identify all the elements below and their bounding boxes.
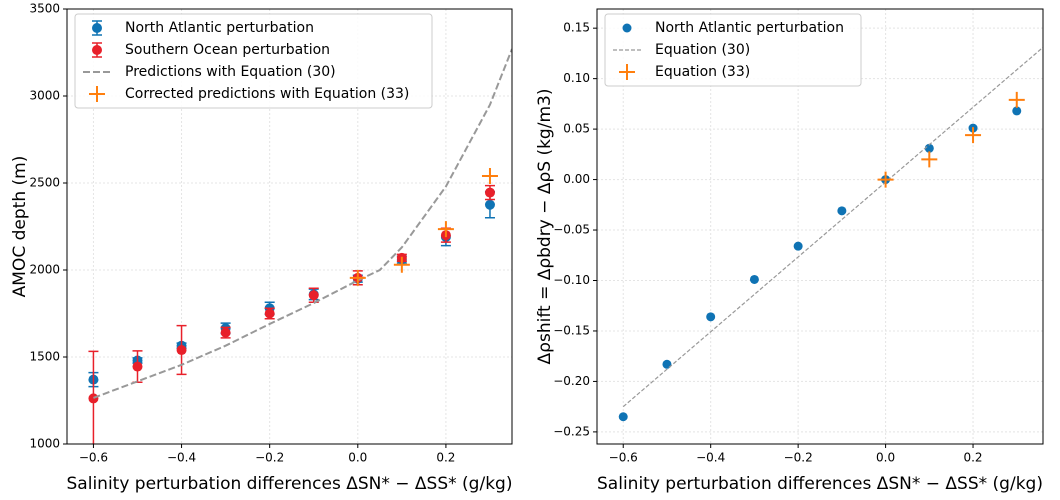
subplot: −0.6 −0.4 −0.2 0.0 0.2 −0.25 −0.20 −0.15 −0.10 −0…	[535, 8, 1044, 494]
legend-label: Predictions with Equation (30)	[125, 64, 336, 80]
point	[1012, 106, 1022, 116]
point	[749, 274, 759, 284]
legend-label: North Atlantic perturbation	[655, 20, 844, 36]
y-tick-label: −0.20	[553, 374, 590, 388]
y-tick-label: 0.00	[563, 172, 590, 186]
y-tick-label: −0.25	[553, 424, 590, 438]
y-tick-label: −0.15	[553, 323, 590, 337]
point	[484, 199, 495, 210]
legend-label: Equation (33)	[655, 64, 750, 80]
plus-marker	[1008, 91, 1025, 108]
point	[264, 308, 275, 319]
legend-marker	[622, 23, 632, 33]
x-tick-label: 0.0	[348, 451, 367, 465]
y-tick-label: 0.15	[563, 21, 590, 35]
x-tick-label: −0.4	[167, 451, 196, 465]
plus-marker	[965, 127, 982, 144]
y-tick-label: −0.05	[553, 223, 590, 237]
y-axis-label: Δρshift = Δρbdry − ΔρS (kg/m3)	[535, 89, 555, 365]
x-tick-label: −0.6	[79, 451, 108, 465]
x-tick-label: −0.2	[784, 451, 813, 465]
axes-frame	[596, 8, 1044, 445]
plus-marker	[393, 256, 410, 273]
prediction-line	[622, 46, 1043, 408]
legend-marker	[92, 23, 102, 33]
legend-marker	[89, 86, 105, 102]
y-tick-label: 1500	[29, 350, 60, 364]
point	[176, 345, 187, 356]
legend: North Atlantic perturbation Southern Ocea…	[74, 13, 433, 109]
plot-area	[618, 46, 1043, 422]
y-tick-label: 3000	[29, 89, 60, 103]
point	[662, 359, 672, 369]
point	[484, 187, 495, 198]
y-tick-label: 1000	[29, 437, 60, 451]
plus-marker	[437, 221, 454, 238]
x-tick-label: −0.2	[255, 451, 284, 465]
x-tick-label: 0.0	[876, 451, 895, 465]
point	[220, 327, 231, 338]
legend-marker	[619, 64, 635, 80]
plot-area	[88, 48, 512, 444]
point	[706, 312, 716, 322]
point	[88, 393, 99, 404]
point	[132, 361, 143, 372]
x-tick-label: −0.4	[696, 451, 725, 465]
prediction-line	[93, 48, 512, 399]
plus-marker	[877, 171, 894, 188]
x-axis-label: Salinity perturbation differences ΔSN* −…	[67, 474, 513, 494]
y-tick-label: 3500	[29, 2, 60, 16]
legend-label: North Atlantic perturbation	[125, 20, 314, 36]
legend-box	[74, 13, 433, 109]
y-tick-label: 2500	[29, 176, 60, 190]
y-tick-label: −0.10	[553, 273, 590, 287]
y-tick-label: 0.05	[563, 122, 590, 136]
legend-box	[604, 13, 862, 87]
axes-frame	[66, 8, 513, 445]
y-tick-label: 2000	[29, 263, 60, 277]
subplot: −0.6 −0.4 −0.2 0.0 0.2 1000 1500 2000 2500 3000 35…	[10, 2, 513, 494]
legend-label: Southern Ocean perturbation	[125, 42, 330, 58]
legend-marker	[92, 45, 102, 55]
plus-marker	[481, 168, 498, 185]
point	[618, 412, 628, 422]
legend-label: Equation (30)	[655, 42, 750, 58]
x-tick-label: 0.2	[963, 451, 982, 465]
y-axis-label: AMOC depth (m)	[10, 156, 30, 298]
legend-label: Corrected predictions with Equation (33)	[125, 86, 409, 102]
x-tick-label: 0.2	[436, 451, 455, 465]
y-tick-label: 0.10	[563, 71, 590, 85]
x-axis-label: Salinity perturbation differences ΔSN* −…	[597, 474, 1043, 494]
point	[793, 241, 803, 251]
legend: North Atlantic perturbation Equation (30)…	[604, 13, 862, 87]
point	[924, 143, 934, 153]
point	[837, 206, 847, 216]
plus-marker	[349, 269, 366, 286]
x-tick-label: −0.6	[609, 451, 638, 465]
plus-marker	[921, 151, 938, 168]
point	[308, 290, 319, 301]
